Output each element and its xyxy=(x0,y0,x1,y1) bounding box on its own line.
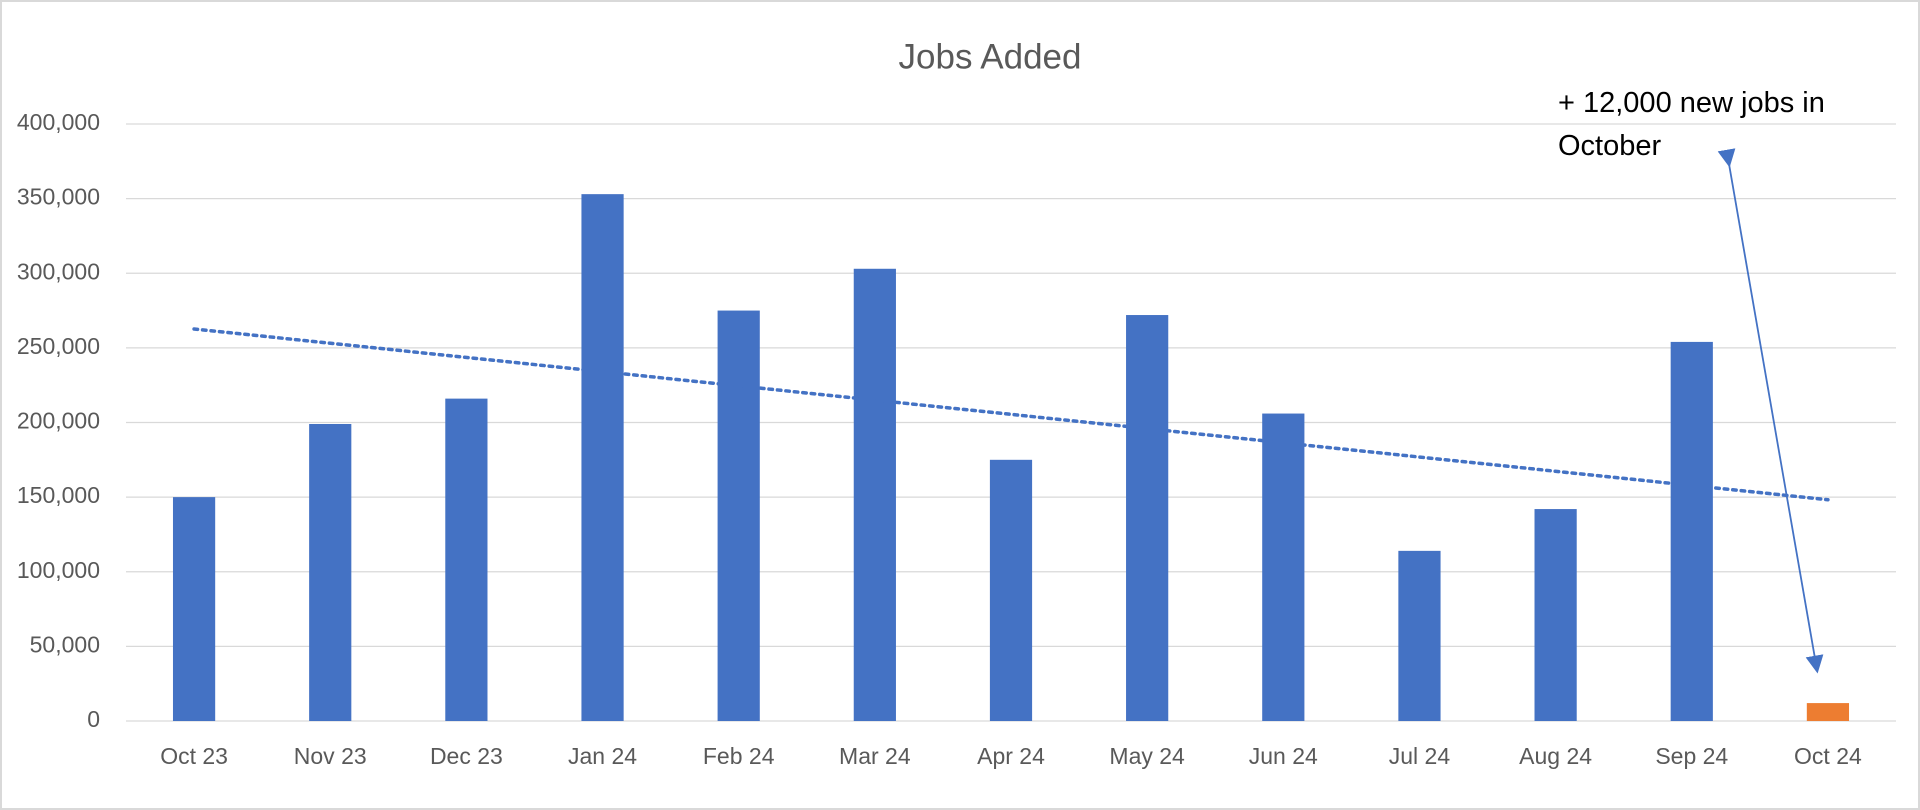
x-tick-label: Apr 24 xyxy=(977,743,1045,769)
bar xyxy=(1534,509,1577,721)
bar xyxy=(445,398,488,721)
annotation-arrow xyxy=(1717,148,1824,674)
chart-title: Jobs Added xyxy=(899,37,1082,76)
y-tick-label: 200,000 xyxy=(17,408,100,434)
x-tick-label: Feb 24 xyxy=(703,743,775,769)
bar xyxy=(853,268,896,721)
bar xyxy=(1126,315,1169,721)
y-tick-label: 300,000 xyxy=(17,258,100,284)
x-tick-label: Jan 24 xyxy=(568,743,637,769)
y-tick-label: 0 xyxy=(87,706,100,732)
bar xyxy=(1670,341,1713,721)
x-tick-label: Nov 23 xyxy=(294,743,367,769)
y-tick-label: 250,000 xyxy=(17,333,100,359)
bar xyxy=(989,459,1033,721)
bar xyxy=(1806,703,1850,721)
x-tick-label: Mar 24 xyxy=(839,743,911,769)
y-tick-label: 150,000 xyxy=(17,482,100,508)
bar xyxy=(172,497,216,721)
x-tick-label: Aug 24 xyxy=(1519,743,1592,769)
x-tick-label: May 24 xyxy=(1109,743,1185,769)
x-tick-label: Sep 24 xyxy=(1655,743,1728,769)
x-tick-label: Dec 23 xyxy=(430,743,503,769)
x-tick-label: Jul 24 xyxy=(1389,743,1451,769)
y-tick-label: 400,000 xyxy=(17,109,100,135)
x-tick-label: Oct 24 xyxy=(1794,743,1862,769)
trendline xyxy=(192,327,1830,502)
y-tick-label: 50,000 xyxy=(30,631,100,657)
y-tick-label: 100,000 xyxy=(17,557,100,583)
annotation: + 12,000 new jobs in October xyxy=(1558,87,1825,162)
bar xyxy=(581,194,624,721)
bar xyxy=(717,310,760,721)
bar xyxy=(1398,550,1441,721)
y-tick-label: 350,000 xyxy=(17,184,100,210)
x-tick-label: Oct 23 xyxy=(160,743,228,769)
bar xyxy=(1262,413,1305,721)
x-tick-label: Jun 24 xyxy=(1249,743,1318,769)
bar xyxy=(309,423,352,721)
